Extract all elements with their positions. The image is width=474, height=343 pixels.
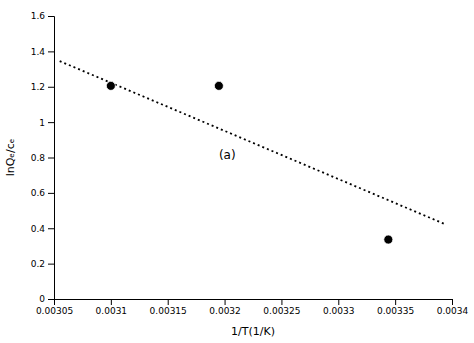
y-tick-mark	[48, 122, 54, 123]
y-tick: 1	[39, 118, 54, 128]
trend-line	[60, 61, 447, 225]
y-axis-line	[48, 17, 55, 300]
x-axis: 0.00305 0.0031 0.00315 0.0032 0.00325 0.0033 0…	[36, 299, 469, 316]
x-tick: 0.00315	[150, 299, 187, 316]
y-tick-mark	[48, 51, 54, 52]
y-tick: 0.8	[31, 153, 54, 163]
x-tick-label: 0.0032	[209, 306, 241, 316]
point	[214, 81, 223, 90]
y-axis-title: lnQₑ/cₑ	[4, 139, 17, 177]
x-tick-mark	[395, 299, 396, 305]
y-tick-mark	[48, 299, 54, 300]
plot: 0.00305 0.0031 0.00315 0.0032 0.00325 0.0033 0…	[31, 11, 469, 316]
x-axis-title: 1/T(1/K)	[231, 325, 275, 338]
x-tick-mark	[168, 299, 169, 305]
y-tick: 0	[39, 294, 54, 304]
y-tick-label: 1	[39, 118, 45, 128]
marks	[60, 61, 447, 244]
chart: 0.00305 0.0031 0.00315 0.0032 0.00325 0.0033 0…	[0, 0, 474, 343]
y-tick-mark	[48, 264, 54, 265]
y-axis: 0 0.2 0.4 0.6 0.8 1 1.2 1.4 1.6	[31, 11, 55, 304]
x-axis-line	[55, 300, 453, 306]
x-tick-label: 0.00315	[150, 306, 187, 316]
y-tick-label: 0.8	[31, 153, 46, 163]
x-tick-mark	[452, 299, 453, 305]
x-tick-label: 0.00325	[263, 306, 300, 316]
x-tick: 0.0032	[209, 299, 241, 316]
point	[106, 81, 115, 90]
y-tick-label: 1.6	[31, 11, 46, 21]
y-tick-mark	[48, 87, 54, 88]
y-tick-mark	[48, 193, 54, 194]
x-tick-mark	[111, 299, 112, 305]
y-tick-label: 0.6	[31, 188, 46, 198]
x-tick: 0.0034	[437, 299, 469, 316]
x-tick: 0.00325	[263, 299, 300, 316]
y-tick-label: 0.2	[31, 259, 45, 269]
x-tick-label: 0.00335	[377, 306, 414, 316]
x-tick-label: 0.0033	[323, 306, 355, 316]
x-tick-mark	[281, 299, 282, 305]
y-tick-label: 1.4	[31, 47, 46, 57]
y-tick-mark	[48, 228, 54, 229]
y-tick: 1.6	[31, 11, 54, 21]
y-tick: 0.4	[31, 224, 54, 234]
y-tick: 0.6	[31, 188, 54, 198]
y-tick-label: 1.2	[31, 82, 45, 92]
point	[384, 235, 393, 244]
y-tick-mark	[48, 158, 54, 159]
x-tick-mark	[338, 299, 339, 305]
y-tick-mark	[48, 16, 54, 17]
y-tick-label: 0	[39, 294, 45, 304]
x-tick: 0.0031	[96, 299, 128, 316]
y-tick: 0.2	[31, 259, 54, 269]
x-tick: 0.00335	[377, 299, 414, 316]
x-tick: 0.0033	[323, 299, 355, 316]
x-tick-label: 0.0031	[96, 306, 128, 316]
x-tick-label: 0.0034	[437, 306, 469, 316]
y-tick-label: 0.4	[31, 224, 46, 234]
x-tick-label: 0.00305	[36, 306, 73, 316]
annotation: (a)	[219, 148, 236, 162]
y-tick: 1.2	[31, 82, 54, 92]
y-tick: 1.4	[31, 47, 54, 57]
x-tick-mark	[225, 299, 226, 305]
